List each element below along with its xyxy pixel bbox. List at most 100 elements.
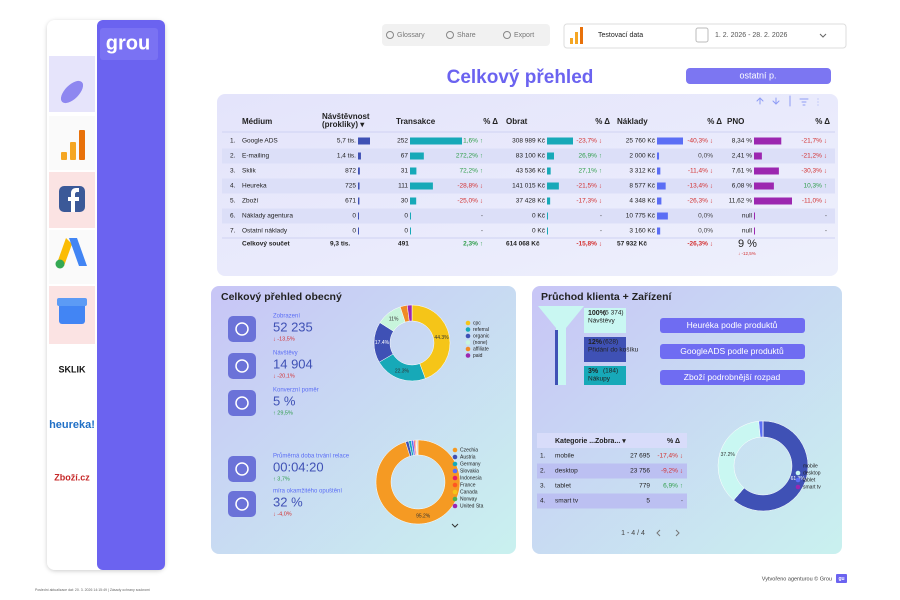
- table-bar: [657, 167, 661, 175]
- table-cell: 27,1% ↑: [579, 168, 603, 175]
- table-cell: 0: [352, 213, 356, 220]
- table-cell: 2.: [230, 153, 236, 160]
- legend-label[interactable]: France: [460, 482, 476, 488]
- legend-swatch: [465, 353, 471, 358]
- legend-label[interactable]: Austria: [460, 454, 476, 460]
- filter-label[interactable]: ostatní p.: [739, 70, 776, 80]
- analytics-icon: [70, 142, 76, 160]
- logo-box: [100, 28, 158, 60]
- table-cell: 0 Kč: [532, 228, 546, 235]
- legend-label[interactable]: referral: [473, 327, 489, 333]
- table-bar: [754, 227, 755, 235]
- panel-title: Průchod klienta + Zařízení: [541, 291, 672, 303]
- funnel-count: (5 374): [603, 310, 624, 317]
- funnel-step: [584, 308, 626, 333]
- table-cell: 6,9% ↑: [663, 483, 683, 490]
- legend-more[interactable]: [451, 523, 459, 528]
- report-link-label[interactable]: Heuréka podle produktů: [687, 320, 778, 330]
- report-link[interactable]: [660, 318, 805, 333]
- table-controls[interactable]: [756, 95, 819, 107]
- table-cell: -: [481, 228, 483, 235]
- table-bar: [358, 167, 360, 175]
- column-header[interactable]: Náklady: [617, 117, 648, 126]
- date-range[interactable]: 1. 2. 2026 - 28. 2. 2026: [715, 32, 787, 39]
- legend-label[interactable]: mobile: [803, 463, 818, 469]
- table-cell: 671: [345, 198, 356, 205]
- column-header[interactable]: % Δ: [595, 117, 610, 126]
- table-cell: 72,2% ↑: [460, 168, 484, 175]
- report-link-label[interactable]: Zboží podrobnější rozpad: [684, 372, 781, 382]
- table-cell: 8 577 Kč: [629, 183, 655, 190]
- legend-label[interactable]: Norway: [460, 496, 477, 502]
- table-cell: mobile: [555, 453, 575, 460]
- column-header[interactable]: % Δ: [815, 117, 830, 126]
- legend-label[interactable]: affiliate: [473, 346, 489, 352]
- table-cell: 308 989 Kč: [512, 138, 546, 145]
- legend-label[interactable]: organic: [473, 333, 490, 339]
- table-cell: 67: [401, 153, 409, 160]
- report-link-label[interactable]: GoogleADS podle produktů: [680, 346, 784, 356]
- table-bar: [358, 227, 359, 235]
- legend-label[interactable]: (none): [473, 340, 488, 346]
- table-bar: [547, 212, 548, 220]
- zbozi-logo[interactable]: Zboží.cz: [54, 472, 90, 482]
- report-link[interactable]: [660, 370, 805, 385]
- column-header[interactable]: Obrat: [506, 117, 528, 126]
- column-header[interactable]: Zobra... ▾: [595, 438, 626, 445]
- toolbar-button[interactable]: Export: [514, 32, 534, 39]
- legend-label[interactable]: Canada: [460, 489, 478, 495]
- legend-swatch: [452, 503, 458, 509]
- legend-label[interactable]: United Sta: [460, 503, 484, 509]
- sklik-logo[interactable]: SKLIK: [59, 364, 87, 374]
- legend-swatch: [465, 320, 471, 326]
- column-header[interactable]: % Δ: [707, 117, 722, 126]
- column-header[interactable]: Návštěvnost: [322, 112, 370, 121]
- table-cell: 1.: [540, 453, 546, 460]
- nav-item[interactable]: [49, 456, 95, 512]
- column-header[interactable]: % Δ: [483, 117, 498, 126]
- table-cell: 1.: [230, 138, 236, 145]
- column-header[interactable]: (prokliky) ▾: [322, 120, 365, 129]
- table-cell: 37 428 Kč: [516, 198, 546, 205]
- legend-label[interactable]: tablet: [803, 477, 816, 483]
- table-cell: 0,0%: [698, 213, 713, 220]
- nav-item[interactable]: [49, 396, 95, 454]
- column-header[interactable]: Transakce: [396, 117, 436, 126]
- nav-item[interactable]: [49, 346, 95, 394]
- legend-label[interactable]: Czechia: [460, 447, 478, 453]
- kpi-change: ↓ -4,0%: [273, 511, 292, 517]
- total-cell: 614 068 Kč: [506, 241, 540, 248]
- table-cell: 5,7 tis.: [337, 138, 356, 145]
- kpi-glyph: [235, 396, 249, 410]
- column-header[interactable]: Kategorie ...: [555, 438, 595, 445]
- column-header[interactable]: Médium: [242, 117, 272, 126]
- pie-slice: [375, 439, 461, 525]
- legend-label[interactable]: paid: [473, 353, 483, 359]
- dropdown-icon[interactable]: [819, 33, 827, 38]
- legend-label[interactable]: Germany: [460, 461, 481, 467]
- toolbar-button[interactable]: Share: [457, 32, 476, 39]
- sidebar-panel: [97, 20, 165, 570]
- legend-label[interactable]: desktop: [803, 470, 821, 476]
- table-cell: 6.: [230, 213, 236, 220]
- column-header[interactable]: PNO: [727, 117, 744, 126]
- legend-label[interactable]: cpc: [473, 320, 481, 326]
- analytics-icon: [79, 130, 85, 160]
- pager-arrows[interactable]: [656, 529, 680, 537]
- heureka-logo[interactable]: heureka!: [49, 419, 95, 431]
- column-header[interactable]: % Δ: [667, 438, 680, 445]
- kpi-change: ↓ -20,1%: [273, 373, 295, 379]
- table-bar: [410, 212, 411, 220]
- table-cell: 10 775 Kč: [626, 213, 656, 220]
- table-cell: 252: [397, 138, 408, 145]
- legend-label[interactable]: smart tv: [803, 484, 821, 490]
- legend-label[interactable]: Slovakia: [460, 468, 479, 474]
- filter-button[interactable]: [686, 68, 831, 84]
- report-link[interactable]: [660, 344, 805, 359]
- legend-label[interactable]: Indonesia: [460, 475, 482, 481]
- toolbar-button[interactable]: Glossary: [397, 32, 425, 39]
- data-source[interactable]: Testovací data: [598, 32, 643, 39]
- funnel-stem: [555, 330, 558, 385]
- funnel-label: Přidání do košíku: [588, 347, 639, 354]
